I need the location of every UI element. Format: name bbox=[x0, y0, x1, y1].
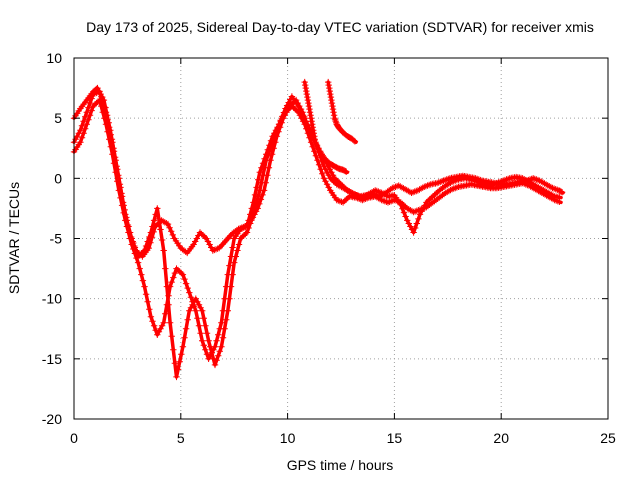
data-traces bbox=[70, 78, 566, 381]
plot-frame bbox=[73, 57, 609, 420]
y-tick-label: 0 bbox=[54, 170, 62, 186]
x-tick-label: 0 bbox=[70, 430, 78, 446]
series-5 bbox=[325, 78, 359, 145]
y-tick-label: -20 bbox=[42, 411, 62, 427]
x-tick-label: 25 bbox=[600, 430, 616, 446]
series-markers bbox=[301, 78, 350, 175]
y-tick-label: -10 bbox=[42, 291, 62, 307]
series-markers bbox=[325, 78, 359, 145]
axes: 0 5 10 15 20 25 10 5 0 -5 -10 -15 -20 bbox=[42, 50, 616, 446]
series-markers bbox=[70, 88, 563, 381]
chart-title: Day 173 of 2025, Sidereal Day-to-day VTE… bbox=[86, 19, 594, 35]
series-line bbox=[72, 86, 565, 259]
y-tick-label: -15 bbox=[42, 351, 62, 367]
y-tick-label: 10 bbox=[46, 50, 62, 66]
grid bbox=[74, 58, 608, 419]
y-axis-label: SDTVAR / TECUs bbox=[6, 182, 22, 294]
y-tick-label: -5 bbox=[50, 231, 63, 247]
series-4 bbox=[301, 78, 350, 175]
x-axis-label: GPS time / hours bbox=[287, 457, 394, 473]
x-tick-label: 5 bbox=[177, 430, 185, 446]
series-line bbox=[72, 89, 563, 379]
x-tick-label: 20 bbox=[493, 430, 509, 446]
series-1 bbox=[70, 84, 566, 260]
x-tick-label: 15 bbox=[387, 430, 403, 446]
y-tick-label: 5 bbox=[54, 110, 62, 126]
x-tick-label: 10 bbox=[280, 430, 296, 446]
series-markers bbox=[70, 84, 566, 260]
series-3 bbox=[70, 88, 563, 381]
